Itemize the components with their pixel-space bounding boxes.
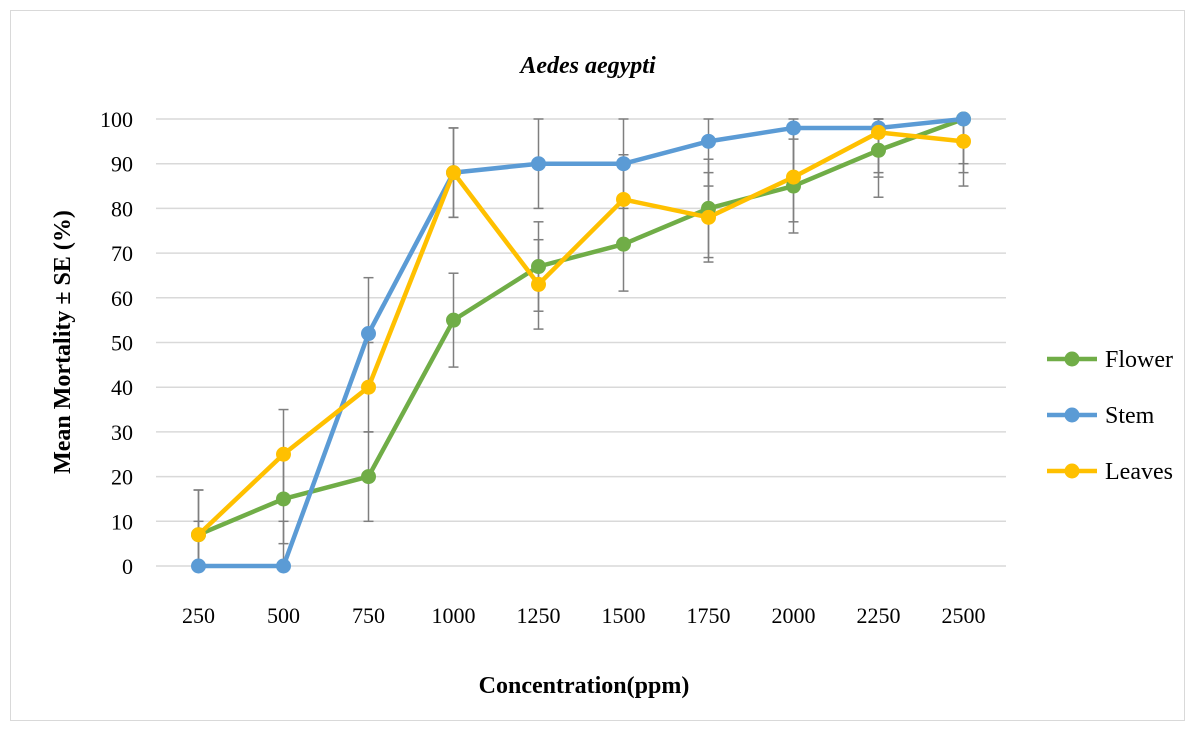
data-point-stem: [786, 120, 801, 136]
data-point-leaves: [276, 446, 291, 462]
x-tick-label: 2500: [942, 603, 986, 628]
legend-label: Flower: [1105, 347, 1173, 373]
y-tick-label: 20: [111, 465, 133, 490]
data-point-flower: [871, 142, 886, 158]
legend-marker: [1064, 407, 1080, 423]
data-point-stem: [276, 558, 291, 574]
y-axis-title: Mean Mortality ± SE (%): [50, 210, 76, 474]
data-point-flower: [276, 491, 291, 507]
data-point-stem: [956, 111, 971, 127]
legend: Flower Stem Leaves: [1047, 347, 1173, 485]
x-tick-label: 750: [352, 603, 385, 628]
data-point-leaves: [616, 191, 631, 207]
data-points: [191, 111, 971, 574]
x-tick-label: 250: [182, 603, 215, 628]
series-line-leaves: [196, 130, 966, 537]
legend-item-stem: Stem: [1047, 403, 1155, 429]
data-point-flower: [531, 259, 546, 275]
legend-marker: [1064, 351, 1080, 367]
y-tick-label: 40: [111, 375, 133, 400]
data-point-leaves: [786, 169, 801, 185]
data-point-stem: [191, 558, 206, 574]
x-tick-label: 1750: [687, 603, 731, 628]
y-tick-label: 70: [111, 241, 133, 266]
x-axis-title: Concentration(ppm): [479, 673, 690, 699]
y-tick-label: 100: [100, 107, 133, 132]
data-point-stem: [616, 156, 631, 172]
legend-marker: [1064, 463, 1080, 479]
data-point-leaves: [446, 165, 461, 181]
y-tick-label: 80: [111, 196, 133, 221]
legend-item-flower: Flower: [1047, 347, 1173, 373]
data-point-stem: [361, 326, 376, 342]
y-tick-label: 60: [111, 286, 133, 311]
line-chart: Aedes aegypti 0 10 20 30 40 50 60 70 80 90 100 250…: [50, 53, 1173, 699]
y-axis-ticks: 0 10 20 30 40 50 60 70 80 90 100: [100, 107, 133, 579]
data-point-leaves: [871, 124, 886, 140]
data-point-leaves: [956, 133, 971, 149]
y-tick-label: 10: [111, 509, 133, 534]
data-point-flower: [446, 312, 461, 328]
x-tick-label: 1500: [602, 603, 646, 628]
data-point-leaves: [531, 276, 546, 292]
data-point-leaves: [361, 379, 376, 395]
legend-label: Stem: [1105, 403, 1155, 429]
x-tick-label: 500: [267, 603, 300, 628]
error-bar: [958, 118, 969, 187]
series-line-flower: [196, 116, 966, 537]
x-tick-label: 1000: [432, 603, 476, 628]
legend-label: Leaves: [1105, 459, 1173, 485]
y-tick-label: 30: [111, 420, 133, 445]
chart-title: Aedes aegypti: [518, 53, 656, 79]
data-point-flower: [616, 236, 631, 252]
y-tick-label: 0: [122, 554, 133, 579]
data-point-stem: [531, 156, 546, 172]
x-axis-ticks: 250 500 750 1000 1250 1500 1750 2000 2250 2500: [182, 603, 986, 628]
legend-item-leaves: Leaves: [1047, 459, 1173, 485]
x-tick-label: 2250: [857, 603, 901, 628]
data-point-leaves: [701, 209, 716, 225]
chart-frame: Aedes aegypti 0 10 20 30 40 50 60 70 80 90 100 250…: [10, 10, 1185, 721]
series-lines: [196, 116, 966, 569]
x-tick-label: 1250: [517, 603, 561, 628]
y-tick-label: 50: [111, 331, 133, 356]
x-tick-label: 2000: [772, 603, 816, 628]
data-point-leaves: [191, 527, 206, 543]
y-tick-label: 90: [111, 152, 133, 177]
data-point-flower: [361, 469, 376, 485]
data-point-stem: [701, 133, 716, 149]
series-line-stem: [196, 116, 966, 569]
